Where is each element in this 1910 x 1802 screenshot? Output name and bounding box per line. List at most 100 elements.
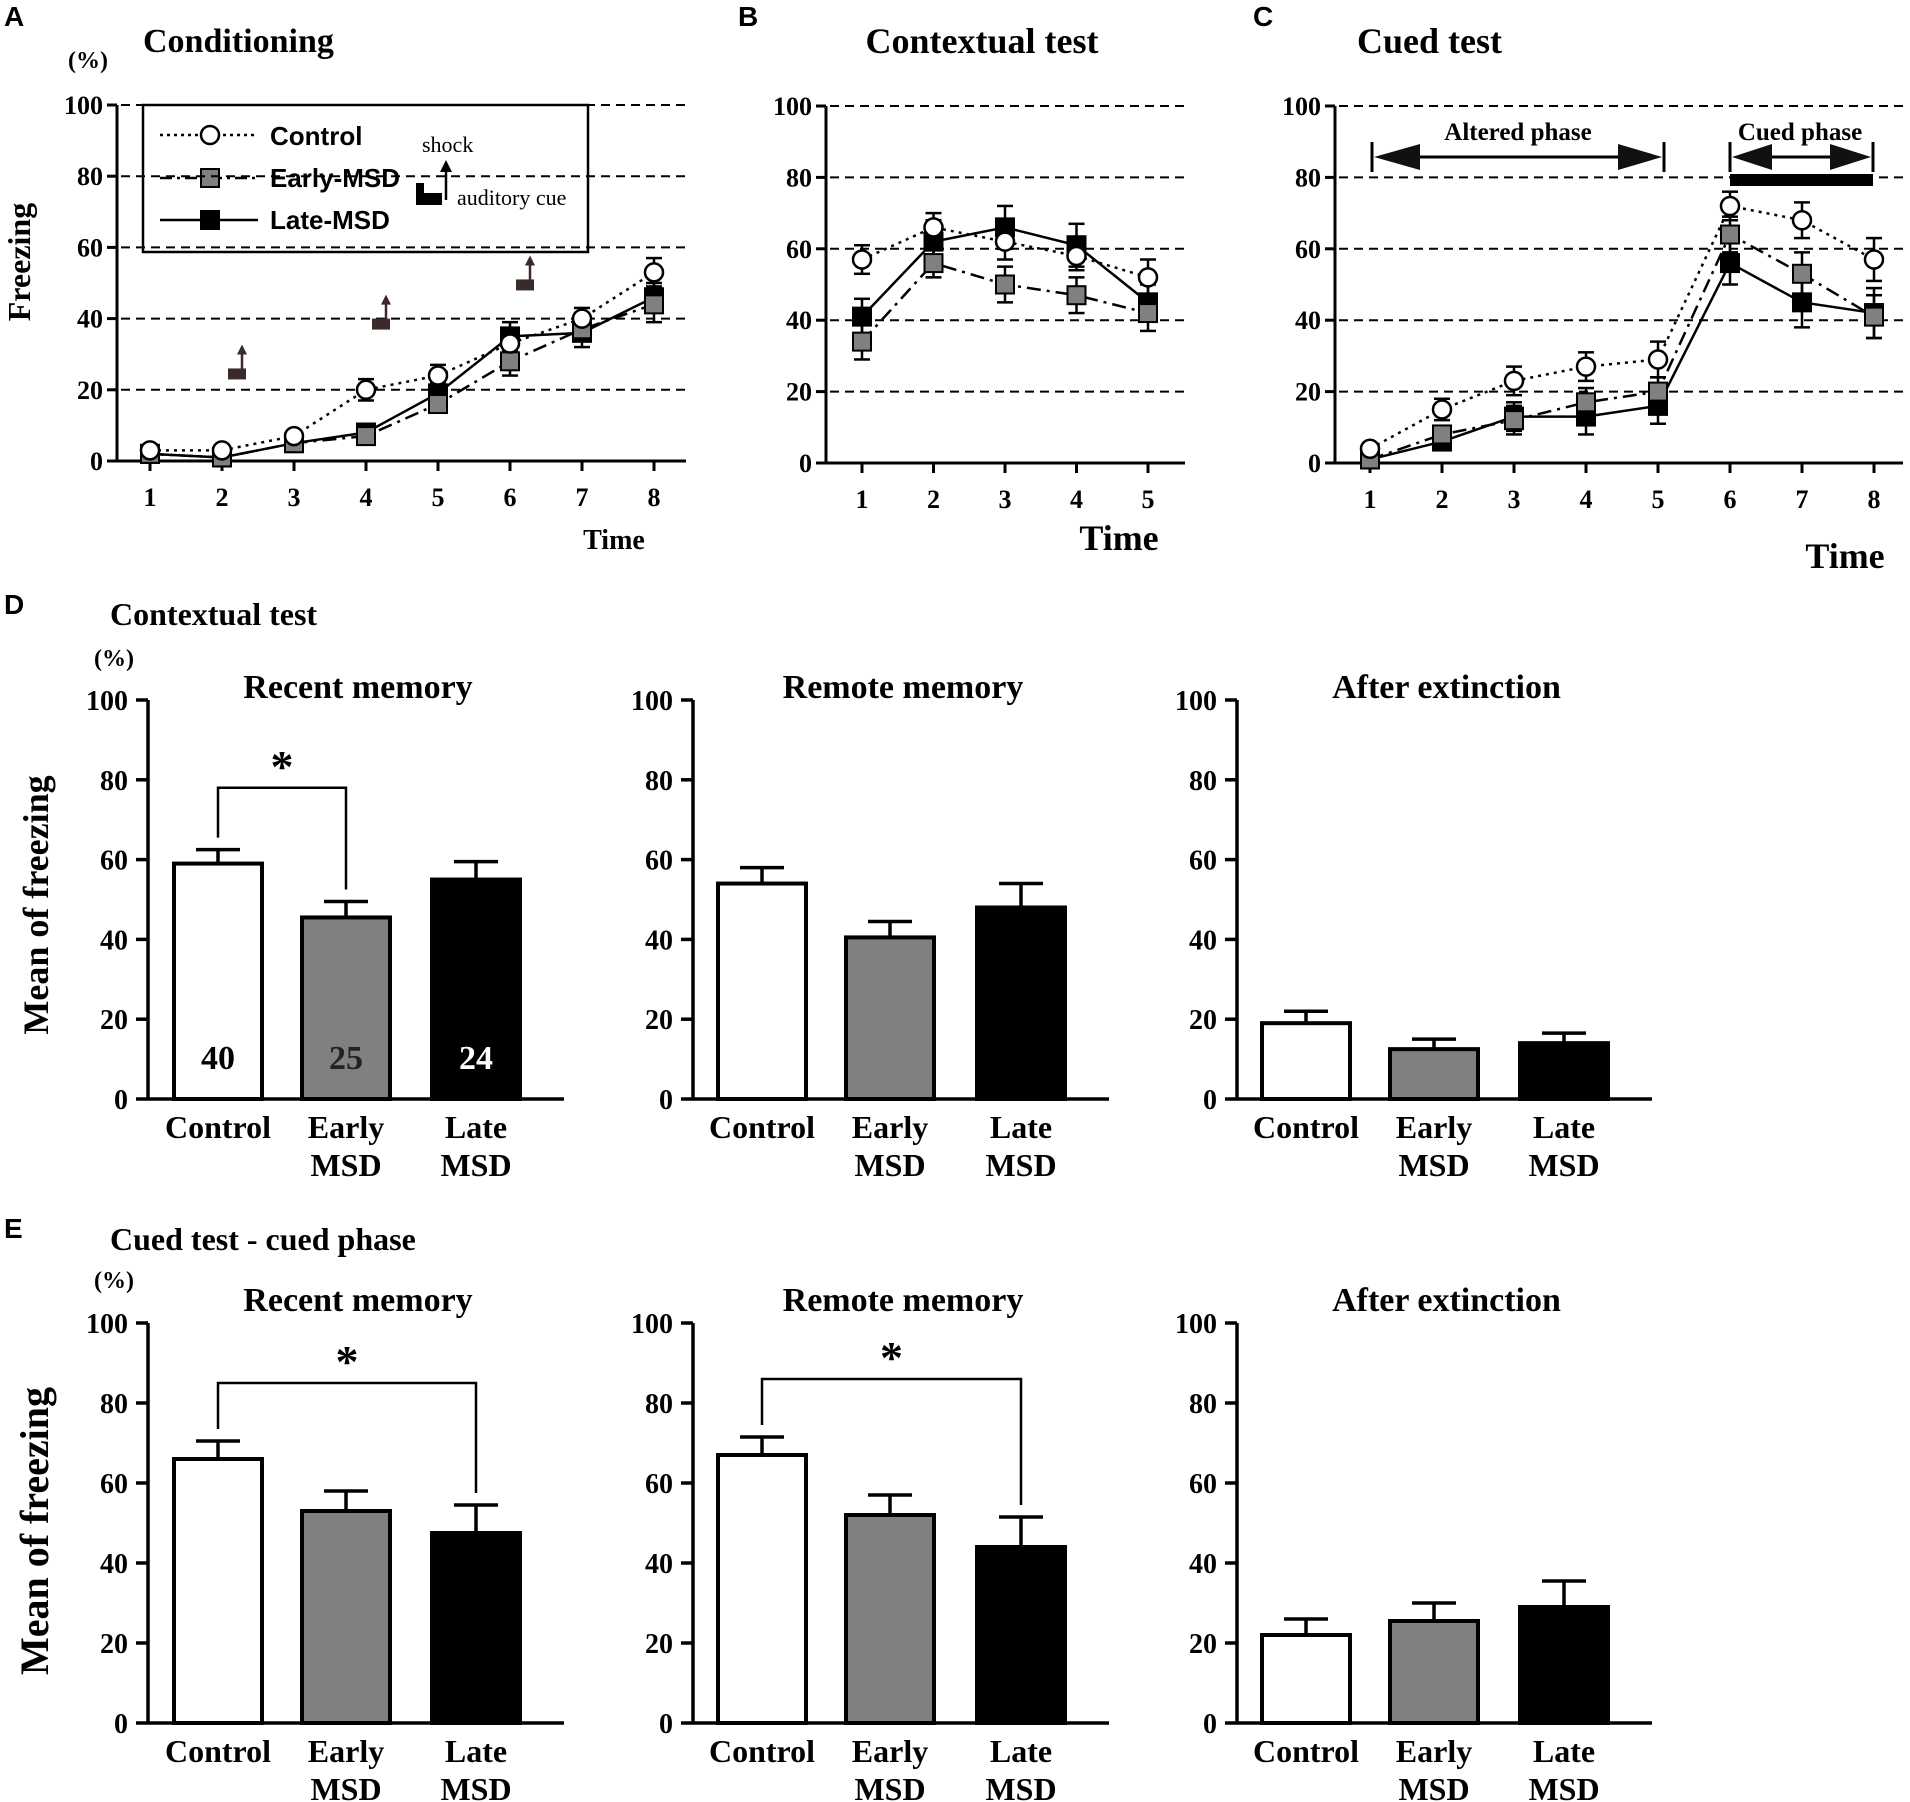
panel-e2-significance-bracket — [760, 1377, 1023, 1505]
panel-d1-x-tick-label: Late — [445, 1109, 507, 1145]
panel-b-x-tick-label: 4 — [1070, 485, 1083, 514]
panel-e3-y-tick-label: 0 — [1203, 1709, 1217, 1740]
panel-c-series-early-msd-point — [1648, 381, 1668, 402]
panel-b-x-axis-label: Time — [1079, 518, 1158, 558]
panel-d3-y-tick-label: 60 — [1189, 846, 1217, 877]
panel-a-series-control-point — [499, 333, 521, 354]
panel-d1-y-tick-label: 80 — [100, 766, 128, 797]
panel-c-series-control-point — [1719, 195, 1741, 217]
panel-b-x-tick-label: 5 — [1142, 485, 1155, 514]
panel-b-y-tick-label: 80 — [786, 163, 812, 192]
panel-c-series-early-msd-point — [1864, 306, 1884, 327]
panel-d2-title: Remote memory — [783, 669, 1024, 706]
panel-a-shock-arrowhead — [381, 294, 391, 305]
panel-c-y-tick-label: 80 — [1295, 163, 1321, 192]
panel-d1-y-tick-label: 100 — [86, 686, 128, 717]
panel-d1-x-tick-label: Control — [165, 1109, 271, 1145]
panel-d1-x-tick-label: Early — [308, 1109, 384, 1145]
panel-a-y-tick-label: 80 — [77, 162, 103, 191]
panel-d3-bar — [1388, 1047, 1480, 1101]
panel-c-series-control-point — [1863, 249, 1885, 270]
panel-e1-x-tick-label: Control — [165, 1733, 271, 1769]
panel-d1-bar-n-label: 25 — [329, 1040, 363, 1077]
panel-d2-bar — [844, 935, 936, 1102]
panel-e3-y-tick-label: 80 — [1189, 1389, 1217, 1420]
panel-e-ylabel: Mean of freezing — [12, 1387, 57, 1675]
panel-a-x-tick-label: 3 — [288, 483, 301, 512]
panel-a-y-tick-label: 20 — [77, 376, 103, 405]
panel-b-series-early-msd-point — [995, 274, 1015, 295]
panel-c-series-control-point — [1503, 370, 1525, 392]
panel-e2-x-tick-label: Late — [990, 1733, 1052, 1769]
panel-d1-y-tick-label: 0 — [114, 1085, 128, 1116]
panel-e2-y-tick-label: 60 — [645, 1469, 673, 1500]
panel-d2-x-tick-label: MSD — [985, 1147, 1056, 1183]
panel-letter-d: D — [4, 589, 24, 620]
panel-a-legend: Control Early-MSD Late-MSD shock auditor… — [141, 103, 590, 254]
panel-b-series-control-point — [1066, 245, 1087, 267]
panel-a-series-early-msd-point — [500, 351, 520, 372]
panel-d3-y-tick-label: 0 — [1203, 1085, 1217, 1116]
panel-a-series-control-point — [139, 440, 161, 461]
panel-a-x-tick-label: 5 — [432, 483, 445, 512]
panel-c-series-late-msd-point — [1792, 292, 1812, 313]
panel-d2-bar — [716, 881, 808, 1101]
panel-e1-significance-bracket — [216, 1381, 478, 1493]
panel-d2-y-tick-label: 80 — [645, 766, 673, 797]
panel-e2-bar — [844, 1513, 936, 1725]
panel-c-x-tick-label: 1 — [1364, 485, 1377, 514]
panel-d2-x-tick-label: MSD — [854, 1147, 925, 1183]
panel-b-y-tick-label: 40 — [786, 306, 812, 335]
panel-b-y-tick-label: 100 — [773, 92, 812, 121]
cued-phase-bar — [1730, 174, 1873, 186]
panel-a-ylabel: Freezing — [1, 203, 37, 321]
cued-phase-arrow — [1728, 142, 1875, 186]
panel-d1-significance-bracket — [216, 786, 348, 890]
panel-e3-x-tick-label: Late — [1533, 1733, 1595, 1769]
panel-d2-x-tick-label: Early — [852, 1109, 928, 1145]
panel-a-series-control-point — [571, 308, 593, 329]
panel-a-auditory-cue-icon — [516, 279, 534, 291]
panel-a-series-late-msd-line — [149, 296, 655, 459]
panel-c-series-control-point — [1359, 438, 1381, 459]
panel-e3-bar — [1518, 1605, 1610, 1725]
legend-shock-icon — [440, 160, 452, 200]
panel-d1-bar-n-label: 24 — [459, 1040, 493, 1077]
panel-e2-title: Remote memory — [783, 1282, 1024, 1319]
panel-e3-y-tick-label: 60 — [1189, 1469, 1217, 1500]
panel-d3-plot: 0 20 40 60 80 100 After extinction Control Early… — [1175, 669, 1652, 1183]
legend-control-label: Control — [270, 121, 362, 151]
panel-b-y-tick-label: 20 — [786, 378, 812, 407]
panel-b-series-late-msd-point — [852, 306, 872, 327]
panel-e2-bar — [975, 1545, 1067, 1725]
panel-e1-bar — [430, 1531, 522, 1725]
panel-e3-bar — [1260, 1633, 1352, 1725]
panel-e1-y-tick-label: 100 — [86, 1309, 128, 1340]
panel-e2-y-tick-label: 40 — [645, 1549, 673, 1580]
altered-phase-label: Altered phase — [1444, 119, 1591, 146]
panel-letter-b: B — [738, 1, 758, 32]
legend-control-marker — [199, 124, 221, 146]
panel-a-y-tick-label: 60 — [77, 233, 103, 262]
legend-shock-label: shock — [422, 132, 473, 157]
panel-e2-bar — [716, 1453, 808, 1725]
panel-b-plot: 0 20 40 60 80 100 1 2 3 4 5 Time — [773, 92, 1185, 558]
panel-e1-x-tick-label: Late — [445, 1733, 507, 1769]
panel-c-x-tick-label: 3 — [1508, 485, 1521, 514]
panel-d1-x-tick-label: MSD — [440, 1147, 511, 1183]
panel-a-x-tick-label: 8 — [648, 483, 661, 512]
panel-d1-y-tick-label: 60 — [100, 846, 128, 877]
panel-a-x-tick-label: 2 — [216, 483, 229, 512]
panel-a-y-tick-label: 100 — [64, 91, 103, 120]
panel-b-x-tick-label: 1 — [856, 485, 869, 514]
panel-c-series-control-point — [1431, 399, 1453, 420]
panel-c-series-early-msd-point — [1792, 263, 1812, 284]
panel-e3-x-tick-label: MSD — [1398, 1771, 1469, 1802]
panel-a-series-control-line — [150, 271, 655, 452]
panel-d2-bar — [975, 905, 1067, 1101]
panel-d1-bar-n-label: 40 — [201, 1040, 235, 1077]
legend-late-label: Late-MSD — [270, 205, 390, 235]
